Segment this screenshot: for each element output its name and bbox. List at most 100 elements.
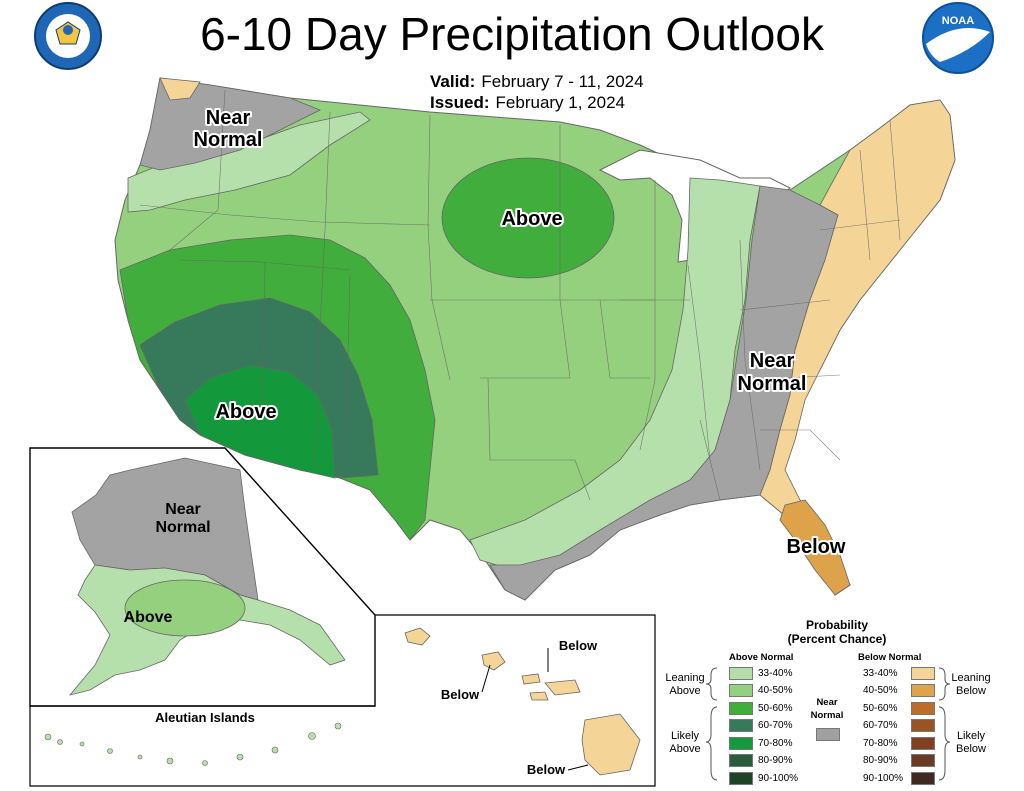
east-near-normal-label-1: Near <box>750 350 795 372</box>
valid-line: Valid: February 7 - 11, 2024 <box>430 72 644 92</box>
legend-leaning-above-1: Leaning <box>665 672 705 684</box>
hawaii-inset <box>375 614 656 787</box>
legend-above-header: Above Normal <box>729 652 794 663</box>
legend-below-row: 80-90% <box>863 754 935 768</box>
issued-line: Issued: February 1, 2024 <box>430 93 625 113</box>
legend-leaning-below: Leaning Below <box>945 672 997 698</box>
issued-value: February 1, 2024 <box>495 93 625 112</box>
hawaii-inset-frame <box>375 614 656 787</box>
legend-below-row: 70-80% <box>863 736 935 750</box>
legend-leaning-below-2: Below <box>956 685 986 697</box>
legend-below-row: 60-70% <box>863 719 935 733</box>
legend-below-label: 50-60% <box>863 702 898 714</box>
legend-above-label: 80-90% <box>758 755 793 766</box>
legend-above-label: 60-70% <box>758 720 793 731</box>
legend-above-swatch <box>729 719 753 732</box>
hawaii-islands <box>404 627 641 776</box>
legend-above-swatch <box>729 736 753 750</box>
legend-below-row: 50-60% <box>863 701 935 715</box>
ak-above-label: Above <box>124 609 173 626</box>
state-boundaries <box>139 89 901 501</box>
legend-above-row: 70-80% <box>729 736 792 750</box>
leaning-below-east-coast <box>759 99 956 596</box>
legend-above-swatch <box>729 666 753 680</box>
legend-likely-above-1: Likely <box>670 730 700 742</box>
legend-below-swatch <box>911 684 935 697</box>
legend-above-row: 60-70% <box>729 719 792 733</box>
legend-below-label: 80-90% <box>863 755 898 766</box>
legend-below-label: 90-100% <box>863 772 904 784</box>
legend-above-label: 90-100% <box>758 772 799 784</box>
near-normal-northwest <box>139 77 321 171</box>
alaska-inset-frame <box>29 447 376 707</box>
below-40-50-florida <box>779 499 851 596</box>
legend-above-label: 70-80% <box>758 737 793 749</box>
valid-label: Valid: <box>430 72 476 91</box>
valid-value: February 7 - 11, 2024 <box>481 72 644 91</box>
legend-leaning-above-2: Above <box>669 685 701 697</box>
legend-above-row: 40-50% <box>729 684 792 698</box>
plains-above-label: Above <box>501 208 562 230</box>
legend-above-label: 33-40% <box>758 667 793 679</box>
hi-below-label-3: Below <box>527 762 566 777</box>
page-title: 6-10 Day Precipitation Outlook <box>200 8 824 60</box>
legend-below-row: 33-40% <box>863 666 935 680</box>
legend-above-row: 33-40% <box>729 666 792 680</box>
legend-above-row: 90-100% <box>729 771 798 785</box>
legend-below-swatch <box>911 771 935 785</box>
legend-leaning-below-1: Leaning <box>951 672 991 684</box>
commerce-seal-logo <box>34 2 102 70</box>
legend-likely-above: Likely Above <box>659 730 711 756</box>
legend-above-row: 80-90% <box>729 754 792 768</box>
legend-below-swatch <box>911 666 935 680</box>
legend-above-row: 50-60% <box>729 701 792 715</box>
legend-above-swatch <box>729 684 753 697</box>
aleutian-islands-shapes <box>44 722 342 766</box>
issued-label: Issued: <box>430 93 490 112</box>
legend-title-2: (Percent Chance) <box>787 632 887 646</box>
legend-likely-below-2: Below <box>956 743 986 755</box>
legend-above-swatch <box>729 771 753 785</box>
ak-near-normal-label-2: Normal <box>155 519 210 536</box>
noaa-logo-text: NOAA <box>942 15 974 27</box>
legend-likely-above-2: Above <box>669 743 701 755</box>
above-70-80-arizona <box>184 364 336 479</box>
legend-above-label: 40-50% <box>758 685 793 696</box>
nw-near-normal-label-1: Near <box>206 107 251 129</box>
aleutian-frame <box>29 706 375 787</box>
legend-near-normal-swatch <box>816 728 840 741</box>
hi-below-label-2: Below <box>441 687 480 702</box>
legend-likely-below: Likely Below <box>945 730 997 756</box>
alaska-above-40-50 <box>124 579 246 637</box>
legend-above-swatch <box>729 754 753 767</box>
legend-below-swatch <box>911 754 935 767</box>
legend-below-row: 40-50% <box>863 684 935 698</box>
legend-below-label: 33-40% <box>863 667 898 679</box>
legend-below-swatch <box>911 701 935 715</box>
legend-likely-below-1: Likely <box>956 730 986 742</box>
hawaii-callout-lines <box>481 648 589 771</box>
legend-below-label: 70-80% <box>863 737 898 749</box>
legend-leaning-above: Leaning Above <box>659 672 711 698</box>
legend-below-swatch <box>911 736 935 750</box>
legend-above-label: 50-60% <box>758 702 793 714</box>
east-near-normal-label-2: Normal <box>738 373 807 395</box>
leaning-below-nw-pocket <box>159 77 201 101</box>
legend-braces <box>705 667 951 781</box>
legend-near-normal: Near Normal <box>805 696 849 722</box>
sw-above-label: Above <box>215 401 276 423</box>
conus-map <box>114 77 956 601</box>
probability-legend: Probability (Percent Chance) Above Norma… <box>655 612 1024 791</box>
legend-below-label: 60-70% <box>863 720 898 731</box>
above-50-60-upper-midwest <box>441 157 615 279</box>
legend-below-swatch <box>911 719 935 732</box>
nw-near-normal-label-2: Normal <box>194 129 263 151</box>
legend-near-normal-1: Near <box>816 697 838 708</box>
legend-below-row: 90-100% <box>863 771 935 785</box>
hi-below-label-1: Below <box>559 638 598 653</box>
ak-near-normal-label-1: Near <box>165 501 201 518</box>
noaa-logo: NOAA <box>922 2 994 74</box>
legend-below-label: 40-50% <box>863 685 898 696</box>
